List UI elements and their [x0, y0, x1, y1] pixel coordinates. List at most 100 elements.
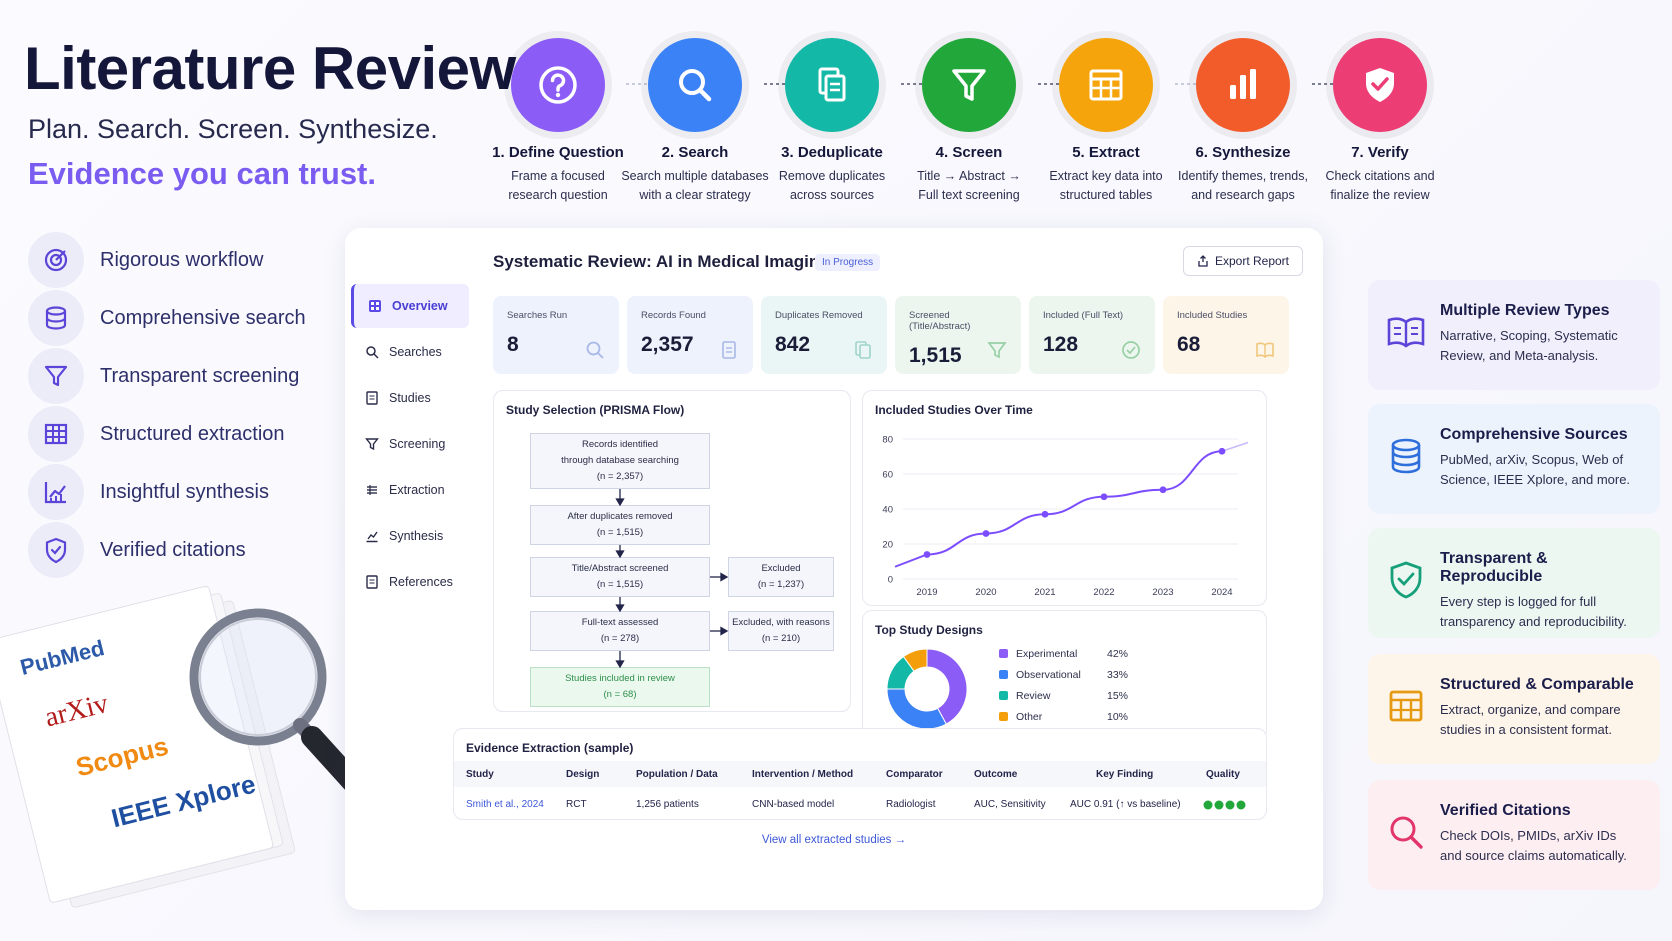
line-chart: 0 20 40 60 80 2019 2020 2021 2022 2023 2024: [882, 435, 1249, 598]
x-tick-label: 2023: [1152, 587, 1173, 598]
y-tick-label: 20: [882, 540, 893, 551]
table-cell: Radiologist: [886, 799, 936, 810]
step-desc: with a clear strategy: [639, 188, 751, 202]
status-badge: In Progress: [815, 254, 881, 271]
stat-value: 1,515: [909, 344, 962, 367]
table-icon: [1389, 690, 1423, 722]
prisma-text: Excluded, with reasons: [732, 617, 830, 628]
legend-label: Experimental: [1016, 648, 1077, 660]
card-desc: Science, IEEE Xplore, and more.: [1440, 472, 1631, 487]
stat-searches-run: Searches Run 8: [493, 296, 619, 374]
book-icon: [1256, 342, 1274, 359]
nav-item-references[interactable]: References: [351, 560, 469, 604]
prisma-text: Studies included in review: [565, 673, 675, 684]
step-desc: Remove duplicates: [778, 169, 886, 183]
card-desc: Review, and Meta-analysis.: [1440, 348, 1599, 363]
step-title: 2. Search: [661, 144, 729, 161]
prisma-excluded: Excluded (n = 1,237): [728, 557, 834, 597]
stat-label: Duplicates Removed: [775, 310, 863, 321]
data-point: [1041, 510, 1049, 518]
chart-icon: [366, 531, 378, 543]
legend-percent: 15%: [1107, 690, 1128, 702]
nav-item-overview[interactable]: Overview: [351, 284, 469, 328]
prisma-text: (n = 1,515): [596, 579, 644, 590]
card-desc: studies in a consistent format.: [1440, 722, 1612, 737]
nav-label: Synthesis: [389, 529, 444, 543]
stat-value: 8: [507, 333, 519, 356]
feature-transparent-screening: Transparent screening: [28, 348, 299, 404]
export-report-button[interactable]: Export Report: [1183, 246, 1303, 276]
nav-item-screening[interactable]: Screening: [351, 422, 469, 466]
prisma-text: (n = 210): [761, 633, 801, 644]
donut-chart-panel: Top Study Designs Experimental 42% Observa…: [862, 610, 1267, 740]
step-desc: structured tables: [1059, 188, 1153, 202]
step-desc: research question: [508, 188, 608, 202]
stat-included-studies: Included Studies 68: [1163, 296, 1289, 374]
nav-label: Searches: [389, 345, 442, 359]
table-cell: CNN-based model: [752, 799, 835, 810]
export-icon: [1198, 255, 1208, 267]
study-link[interactable]: Smith et al., 2024: [466, 799, 544, 810]
prisma-text: Records identified: [581, 439, 659, 450]
feature-structured-extraction: Structured extraction: [28, 406, 285, 462]
view-all-link[interactable]: View all extracted studies →: [761, 834, 907, 846]
x-tick-label: 2024: [1211, 587, 1232, 598]
feature-label: Comprehensive search: [100, 306, 306, 329]
panel-title: Evidence Extraction (sample): [466, 741, 634, 755]
step-title: 7. Verify: [1351, 144, 1409, 161]
table-cell: AUC, Sensitivity: [974, 799, 1046, 810]
data-point: [982, 530, 990, 537]
nav-item-extraction[interactable]: Extraction: [351, 468, 469, 512]
step-deduplicate: 3. Deduplicate Remove duplicates across s…: [757, 38, 907, 205]
card-multiple-review-types: Multiple Review Types Narrative, Scoping…: [1368, 280, 1660, 390]
prisma-included: Studies included in review (n = 68): [530, 667, 710, 707]
database-icon: [1391, 438, 1421, 474]
quality-dot: [1214, 800, 1224, 810]
nav-item-studies[interactable]: Studies: [351, 376, 469, 420]
data-point: [1159, 486, 1167, 494]
stat-label: Screened (Title/Abstract): [909, 310, 971, 332]
prisma-text: Full-text assessed: [581, 617, 659, 628]
prisma-text: (n = 1,515): [596, 527, 644, 538]
shield-check-icon: [1390, 561, 1422, 599]
data-point: [1218, 447, 1226, 455]
extraction-panel: Evidence Extraction (sample) Study Desig…: [453, 728, 1267, 820]
search-icon: [366, 346, 379, 359]
feature-label: Transparent screening: [100, 364, 300, 387]
stat-value: 842: [775, 333, 811, 356]
legend-swatch: [999, 649, 1008, 658]
dashboard-window: Systematic Review: AI in Medical Imaging…: [345, 228, 1323, 910]
prisma-excluded-reasons: Excluded, with reasons (n = 210): [728, 611, 834, 651]
prisma-text: (n = 1,237): [757, 579, 805, 590]
step-title: 3. Deduplicate: [781, 144, 883, 161]
copy-icon: [855, 341, 871, 359]
table-header: Comparator: [886, 769, 943, 780]
step-search: 2. Search Search multiple databases with …: [620, 38, 770, 205]
papers-magnifier-illustration: PubMed arXiv Scopus IEEE Xplore: [0, 585, 360, 908]
quality-dot: [1203, 800, 1213, 810]
export-label: Export Report: [1214, 254, 1290, 268]
feature-label: Insightful synthesis: [100, 480, 269, 503]
prisma-text: through database searching: [561, 455, 679, 466]
nav-label: Extraction: [389, 483, 445, 497]
step-extract: 5. Extract Extract key data into structur…: [1031, 38, 1181, 205]
prisma-text: (n = 68): [603, 689, 637, 700]
check-circle-icon: [1122, 341, 1140, 359]
chart-title: Top Study Designs: [875, 623, 983, 637]
table-header: Population / Data: [636, 769, 718, 780]
card-desc: PubMed, arXiv, Scopus, Web of: [1440, 452, 1624, 467]
table-header: Design: [566, 769, 600, 780]
nav-item-searches[interactable]: Searches: [351, 330, 469, 374]
nav-item-synthesis[interactable]: Synthesis: [351, 514, 469, 558]
card-verified-citations: Verified Citations Check DOIs, PMIDs, ar…: [1368, 780, 1660, 890]
shield-check-icon: [1333, 38, 1427, 132]
card-title: Multiple Review Types: [1440, 302, 1610, 319]
table-icon: [1059, 38, 1153, 132]
stat-label: Records Found: [641, 310, 706, 321]
series-line: [894, 450, 1223, 568]
legend-label: Observational: [1016, 669, 1081, 681]
step-desc: Search multiple databases: [621, 169, 769, 183]
table-icon: [28, 406, 84, 462]
x-tick-label: 2020: [975, 587, 996, 598]
prisma-text: (n = 278): [600, 633, 640, 644]
